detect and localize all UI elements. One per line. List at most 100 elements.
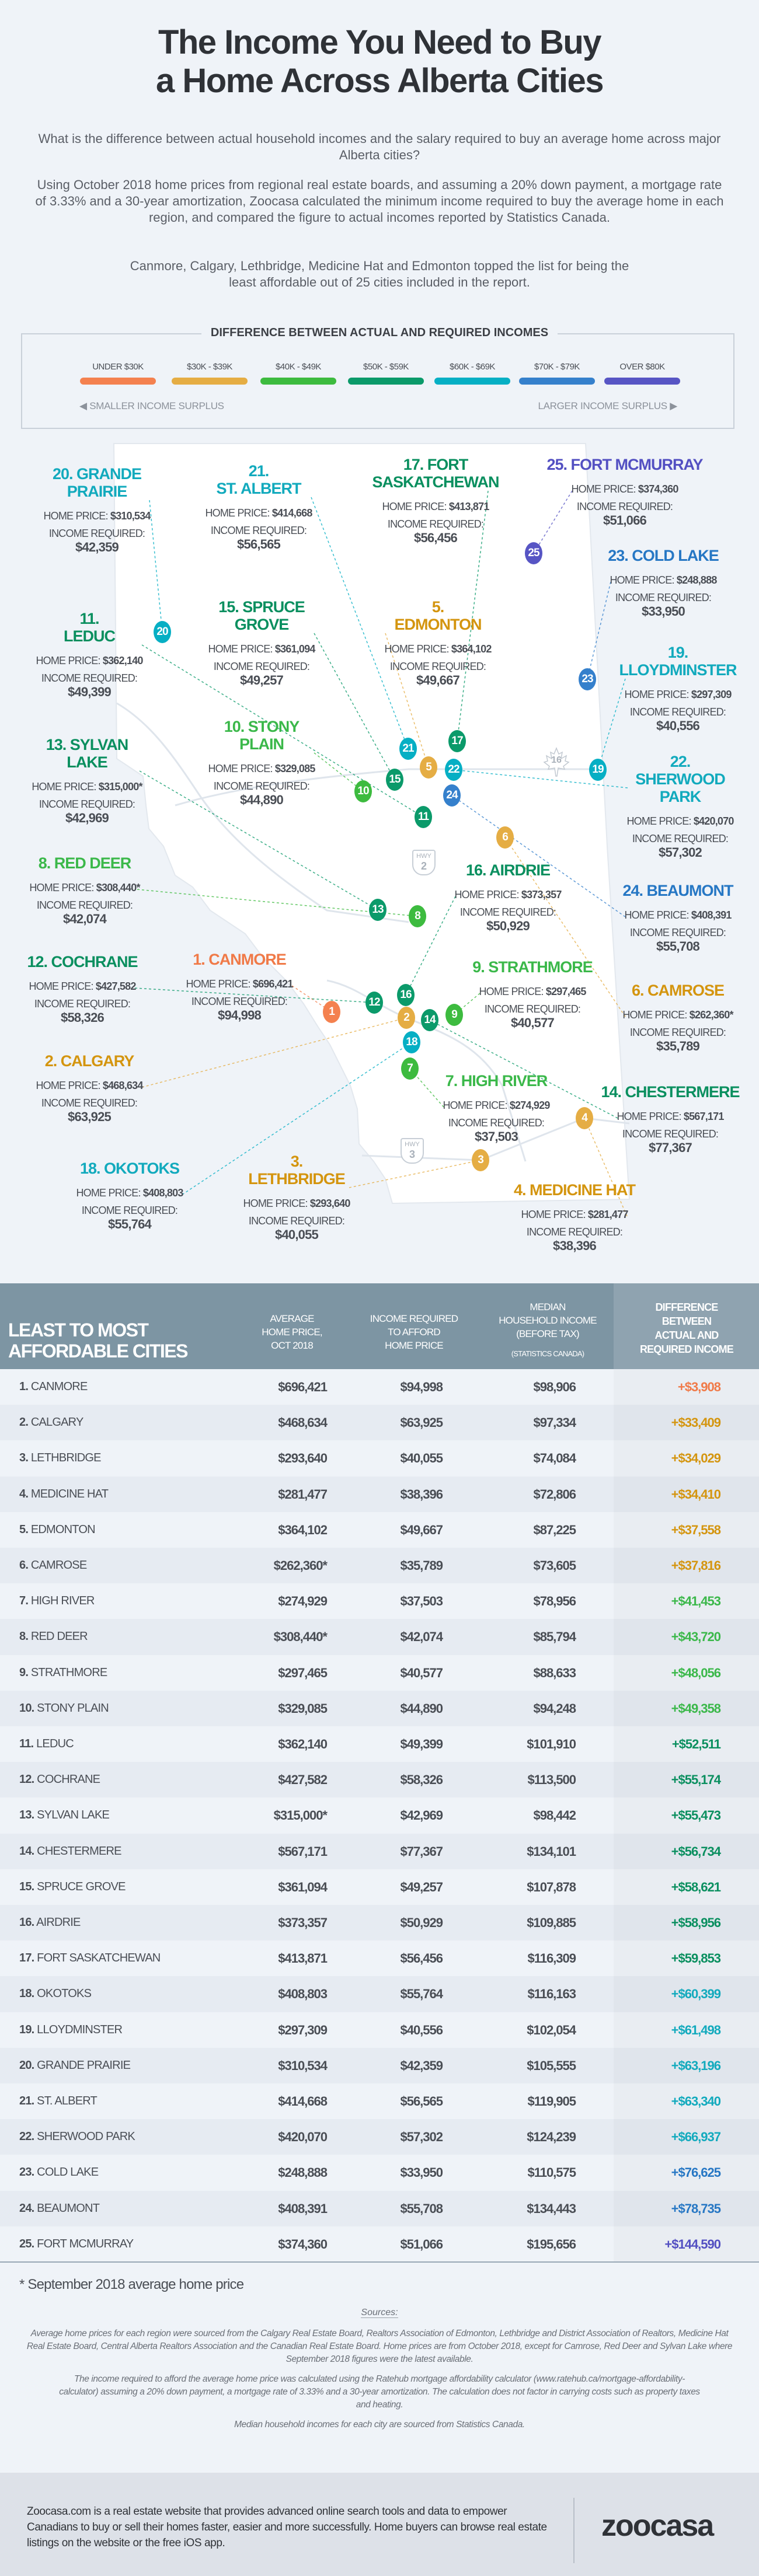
income-required-cell: $40,556	[400, 2022, 443, 2037]
difference-cell: +$37,558	[671, 1522, 721, 1537]
map-marker[interactable]: 3	[472, 1149, 489, 1171]
table-row: 22. SHERWOOD PARK $420,070 $57,302 $124,239…	[0, 2119, 759, 2155]
difference-cell: +$49,358	[671, 1701, 721, 1716]
income-required-value: $40,577	[511, 1015, 555, 1030]
city-cell: 25. FORT MCMURRAY	[19, 2226, 134, 2262]
map-marker[interactable]: 25	[525, 542, 542, 564]
map-marker[interactable]: 5	[420, 756, 437, 779]
map-marker[interactable]: 20	[154, 621, 171, 643]
map-city-name: 19. LLOYDMINSTER	[619, 644, 737, 679]
home-price-value: $420,070	[693, 815, 734, 827]
difference-cell: +$60,399	[671, 1987, 721, 2002]
map-city-name: 15. SPRUCE GROVE	[218, 598, 305, 633]
median-income-cell: $78,956	[533, 1594, 576, 1609]
home-price-label: HOME PRICE:	[626, 815, 691, 827]
price-cell: $361,094	[278, 1879, 328, 1894]
city-cell: 7. HIGH RIVER	[19, 1583, 95, 1619]
median-income-cell: $105,555	[527, 2058, 576, 2073]
map-marker[interactable]: 19	[589, 759, 607, 781]
table-row: 19. LLOYDMINSTER $297,309 $40,556 $102,054 +…	[0, 2012, 759, 2048]
map-marker[interactable]: 8	[409, 905, 426, 927]
home-price-label: HOME PRICE:	[208, 763, 273, 774]
home-price-label: HOME PRICE:	[479, 986, 544, 997]
legend-tier-bar	[348, 378, 424, 385]
home-price-label: HOME PRICE:	[43, 510, 108, 522]
larger-surplus-label: LARGER INCOME SURPLUS ▶	[538, 400, 677, 412]
city-cell: 23. COLD LAKE	[19, 2155, 99, 2190]
map-marker[interactable]: 18	[403, 1031, 420, 1053]
intro-question: What is the difference between actual ho…	[38, 131, 721, 162]
map-marker[interactable]: 9	[445, 1004, 463, 1026]
map-marker[interactable]: 7	[401, 1057, 419, 1080]
map-marker[interactable]: 6	[496, 826, 514, 849]
map-marker[interactable]: 16	[397, 984, 415, 1006]
city-name: ST. ALBERT	[37, 2095, 98, 2107]
city-cell: 4. MEDICINE HAT	[19, 1477, 109, 1512]
table-row: 1. CANMORE $696,421 $94,998 $98,906 +$3,908	[0, 1369, 759, 1405]
city-name: EDMONTON	[30, 1523, 96, 1536]
map-marker[interactable]: 1	[323, 1001, 340, 1023]
city-cell: 11. LEDUC	[19, 1726, 74, 1762]
map-marker[interactable]: 15	[386, 769, 403, 791]
map-marker[interactable]: 11	[415, 806, 432, 828]
map-marker[interactable]: 4	[576, 1107, 593, 1129]
difference-cell: +$76,625	[671, 2165, 721, 2180]
home-price-value: $374,360	[638, 483, 678, 495]
map-marker[interactable]: 2	[398, 1007, 415, 1029]
income-required-value: $40,556	[656, 718, 700, 733]
income-required-label: INCOME REQUIRED:	[248, 1215, 345, 1227]
map-marker[interactable]: 23	[579, 668, 596, 690]
income-required-value: $37,503	[475, 1129, 518, 1144]
map-marker[interactable]: 10	[354, 780, 372, 802]
home-price-value: $329,085	[274, 763, 315, 774]
map-home-price: HOME PRICE: $361,094	[168, 643, 355, 655]
legend-tier-label: $40K - $49K	[276, 362, 321, 372]
city-rank: 15.	[19, 1880, 34, 1893]
city-rank: 16.	[19, 1916, 34, 1929]
income-required-cell: $38,396	[400, 1486, 443, 1502]
legend-tier-label: $30K - $39K	[187, 362, 232, 372]
home-price-label: HOME PRICE:	[36, 1080, 100, 1091]
table-row: 13. SYLVAN LAKE $315,000* $42,969 $98,442 +$…	[0, 1797, 759, 1834]
map-marker[interactable]: 22	[445, 759, 462, 781]
city-rank: 6.	[19, 1559, 29, 1572]
income-required-value: $57,302	[659, 845, 702, 860]
median-income-cell: $107,878	[527, 1879, 576, 1894]
map-marker[interactable]: 17	[448, 730, 466, 752]
table-row: 18. OKOTOKS $408,803 $55,764 $116,163 +$60,3…	[0, 1976, 759, 2012]
map-marker[interactable]: 24	[443, 784, 461, 807]
income-required-value: $49,667	[416, 673, 460, 687]
income-required-cell: $57,302	[400, 2130, 443, 2145]
arrow-left-icon: ◀	[79, 400, 90, 411]
city-cell: 18. OKOTOKS	[19, 1976, 92, 2012]
city-name: CHESTERMERE	[37, 1844, 121, 1858]
zoocasa-logo[interactable]: zoocasa	[601, 2509, 714, 2543]
map-home-price: HOME PRICE: $468,634	[0, 1079, 183, 1092]
median-income-cell: $119,905	[527, 2094, 576, 2109]
difference-cell: +$55,174	[671, 1772, 721, 1788]
table-divider	[0, 2261, 759, 2263]
difference-cell: +$66,937	[671, 2130, 721, 2145]
income-required-label: INCOME REQUIRED:	[39, 798, 135, 810]
connector-line	[584, 1118, 628, 1217]
income-required-value: $94,998	[218, 1008, 262, 1022]
city-rank: 2.	[19, 1416, 29, 1429]
map-city-label: 18. OKOTOKS HOME PRICE: $408,803 INCOME RE…	[36, 1160, 223, 1232]
map-marker[interactable]: 12	[365, 992, 383, 1014]
price-cell: $329,085	[278, 1701, 328, 1716]
legend-tier: $50K - $59K	[348, 362, 424, 385]
map-marker[interactable]: 21	[399, 738, 417, 760]
income-required-value: $38,396	[553, 1238, 597, 1253]
city-name: SHERWOOD PARK	[37, 2130, 135, 2144]
map-marker[interactable]: 13	[369, 899, 387, 921]
map-home-price: HOME PRICE: $274,929	[403, 1099, 590, 1112]
connector-line	[349, 1160, 481, 1188]
home-price-value: $248,888	[676, 574, 717, 586]
map-city-label: 16. AIRDRIE HOME PRICE: $373,357 INCOME RE…	[415, 861, 601, 934]
city-cell: 10. STONY PLAIN	[19, 1691, 109, 1726]
legend-tier-bar	[80, 378, 156, 385]
income-required-label: INCOME REQUIRED:	[484, 1003, 581, 1015]
home-price-value: $308,440*	[96, 882, 141, 893]
map-marker[interactable]: 14	[421, 1009, 438, 1031]
legend-tier: $60K - $69K	[434, 362, 510, 385]
